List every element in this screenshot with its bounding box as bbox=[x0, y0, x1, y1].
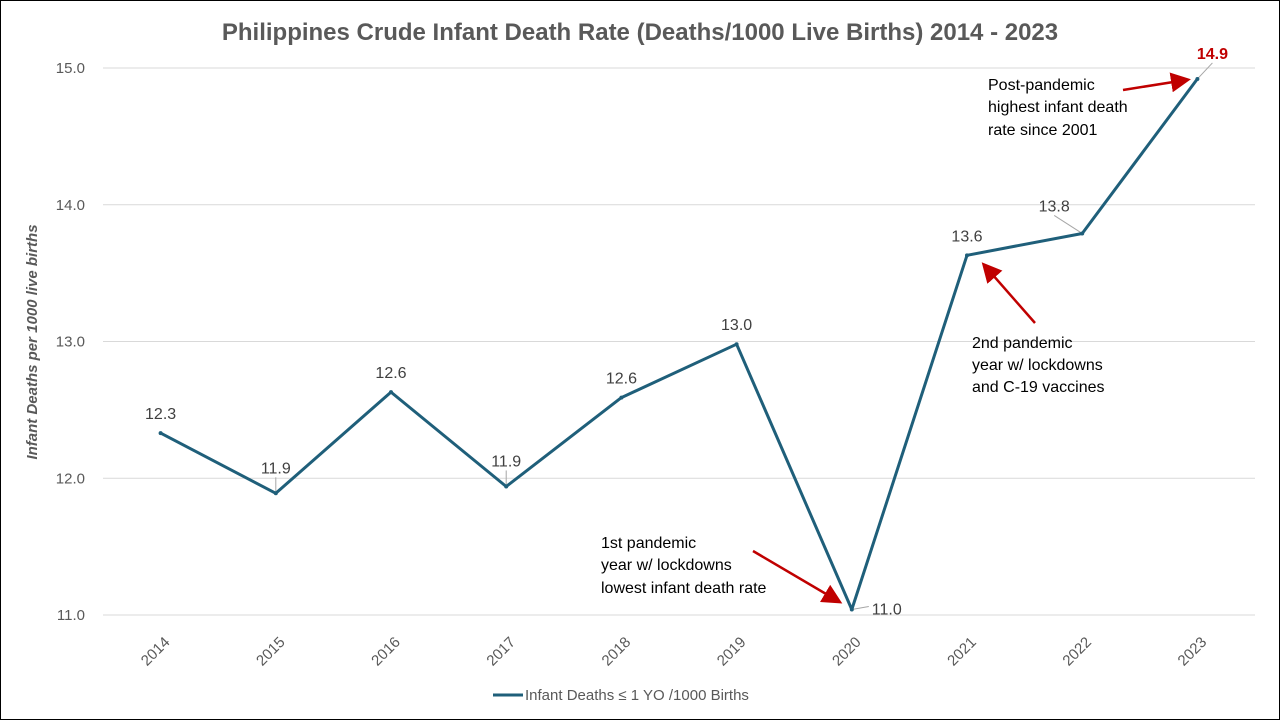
y-tick-label: 13.0 bbox=[56, 334, 85, 351]
annotation-arrow-2020 bbox=[752, 549, 843, 604]
annotation-arrow-2023 bbox=[1122, 72, 1191, 93]
chart-title: Philippines Crude Infant Death Rate (Dea… bbox=[222, 19, 1058, 46]
series-layer bbox=[158, 76, 1200, 612]
data-label: 14.9 bbox=[1197, 46, 1228, 63]
data-labels: 12.3 11.9 12.6 11.9 12.6 13.0 11.0 13.6 13.8 14.9 bbox=[145, 46, 1228, 619]
data-label: 12.3 bbox=[145, 406, 176, 423]
data-label-leader bbox=[1053, 215, 1083, 234]
y-tick-label: 14.0 bbox=[56, 197, 85, 214]
annotation-arrow-2021 bbox=[981, 262, 1036, 324]
x-tick-labels: 2014 2015 2016 2017 2018 2019 2020 2021 2022 2023 bbox=[138, 634, 1210, 670]
x-tick-label: 2015 bbox=[253, 634, 289, 670]
x-tick-label: 2018 bbox=[599, 634, 635, 670]
data-point bbox=[734, 342, 739, 347]
x-tick-label: 2023 bbox=[1175, 634, 1211, 670]
data-label-leaders bbox=[275, 62, 1213, 611]
data-label: 13.0 bbox=[721, 317, 752, 334]
annotation-1st-pandemic-line-2: year w/ lockdowns bbox=[601, 557, 732, 574]
annotation-1st-pandemic: 1st pandemic year w/ lockdowns lowest in… bbox=[601, 535, 843, 604]
annotation-2nd-pandemic: 2nd pandemic year w/ lockdowns and C-19 … bbox=[972, 262, 1105, 396]
data-label: 12.6 bbox=[606, 371, 637, 388]
data-label: 11.0 bbox=[872, 602, 902, 619]
annotation-post-pandemic: Post-pandemic highest infant death rate … bbox=[988, 72, 1191, 139]
legend-label: Infant Deaths ≤ 1 YO /1000 Births bbox=[525, 687, 749, 704]
data-label: 11.9 bbox=[491, 453, 521, 470]
annotation-post-pandemic-line-1: Post-pandemic bbox=[988, 77, 1095, 94]
annotation-2nd-pandemic-line-2: year w/ lockdowns bbox=[972, 357, 1103, 374]
data-point bbox=[389, 390, 393, 395]
x-tick-label: 2021 bbox=[944, 634, 980, 670]
data-label: 13.6 bbox=[951, 228, 982, 245]
annotation-post-pandemic-line-3: rate since 2001 bbox=[988, 122, 1098, 139]
data-point bbox=[1195, 76, 1200, 81]
y-tick-label: 15.0 bbox=[56, 60, 85, 77]
x-tick-label: 2014 bbox=[138, 634, 174, 670]
annotation-1st-pandemic-line-3: lowest infant death rate bbox=[601, 580, 767, 597]
data-point bbox=[965, 253, 969, 258]
x-tick-label: 2020 bbox=[829, 634, 865, 670]
series-line bbox=[159, 78, 1199, 611]
annotation-post-pandemic-line-2: highest infant death bbox=[988, 99, 1128, 116]
data-label: 12.6 bbox=[375, 365, 406, 382]
y-tick-label: 12.0 bbox=[56, 470, 85, 487]
data-label: 11.9 bbox=[261, 460, 291, 477]
y-axis-label: Infant Deaths per 1000 live births bbox=[24, 224, 41, 459]
data-point bbox=[504, 484, 509, 489]
data-label: 13.8 bbox=[1039, 198, 1070, 215]
y-tick-label: 11.0 bbox=[57, 607, 85, 624]
data-label-leader bbox=[851, 606, 869, 611]
y-tick-labels: 11.0 12.0 13.0 14.0 15.0 bbox=[56, 60, 85, 624]
x-tick-label: 2019 bbox=[714, 634, 750, 670]
data-label-leader bbox=[1197, 62, 1213, 80]
legend: Infant Deaths ≤ 1 YO /1000 Births bbox=[493, 687, 749, 704]
x-tick-label: 2016 bbox=[368, 634, 404, 670]
gridlines bbox=[103, 67, 1255, 616]
data-point bbox=[1080, 231, 1085, 236]
x-tick-label: 2022 bbox=[1059, 634, 1095, 670]
data-point bbox=[158, 431, 163, 436]
annotation-2nd-pandemic-line-1: 2nd pandemic bbox=[972, 335, 1073, 352]
x-tick-label: 2017 bbox=[483, 634, 519, 670]
annotation-1st-pandemic-line-1: 1st pandemic bbox=[601, 535, 696, 552]
annotation-2nd-pandemic-line-3: and C-19 vaccines bbox=[972, 379, 1105, 396]
data-point bbox=[273, 491, 278, 496]
data-point bbox=[619, 395, 624, 400]
data-point bbox=[849, 607, 854, 612]
